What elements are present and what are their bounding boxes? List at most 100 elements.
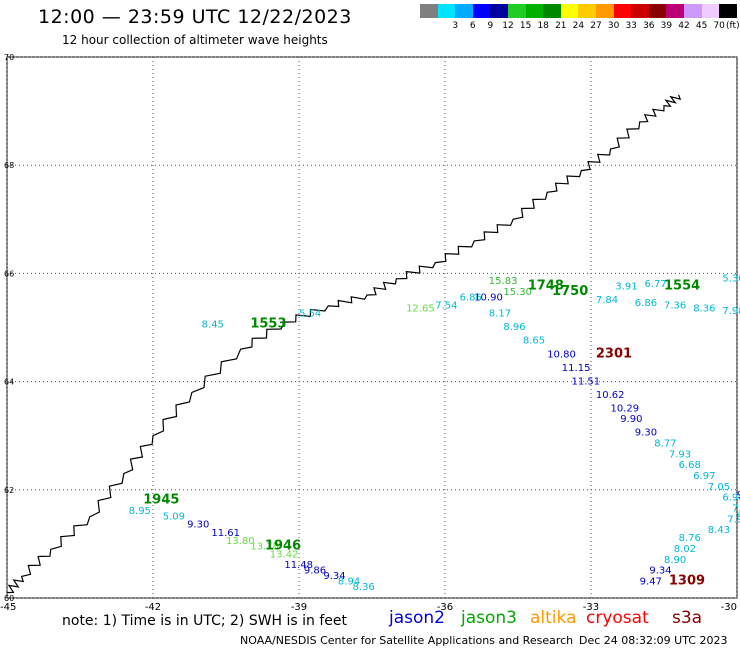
wave-height-value: 7.98 bbox=[722, 306, 740, 317]
scale-label: 45 bbox=[695, 21, 708, 31]
wave-height-value: 8.77 bbox=[654, 439, 676, 450]
scale-swatch bbox=[420, 4, 438, 18]
scale-swatch bbox=[455, 4, 473, 18]
wave-height-value: 15.30 bbox=[503, 287, 532, 298]
wave-height-value: 7.36 bbox=[664, 301, 686, 312]
wave-height-value: 3.91 bbox=[615, 282, 637, 293]
wave-height-value: 11.15 bbox=[562, 363, 591, 374]
lon-tick-label: -30 bbox=[721, 602, 737, 613]
wave-height-value: 10.29 bbox=[610, 403, 639, 414]
wave-height-value: 8.36 bbox=[693, 303, 715, 314]
scale-swatch bbox=[560, 4, 579, 18]
scale-swatch bbox=[543, 4, 561, 18]
pass-time-label: 1748 bbox=[528, 279, 564, 294]
greenland-coastline bbox=[6, 94, 682, 594]
wave-height-value: 7.05 bbox=[708, 482, 730, 493]
scale-label: 18 bbox=[537, 21, 549, 31]
scale-label: 33 bbox=[625, 21, 637, 31]
scale-swatch bbox=[648, 4, 667, 18]
wave-height-value: 9.31 bbox=[737, 490, 740, 501]
wave-height-value: 6.86 bbox=[460, 292, 482, 303]
wave-height-value: 9.90 bbox=[620, 414, 642, 425]
lon-tick-label: -42 bbox=[145, 602, 161, 613]
wave-height-value: 12.65 bbox=[406, 303, 435, 314]
wave-height-value: 6.97 bbox=[693, 471, 715, 482]
wave-height-value: 6.68 bbox=[679, 460, 701, 471]
lat-tick-label: 60 bbox=[4, 594, 14, 603]
wave-height-value: 5.30 bbox=[722, 274, 740, 285]
scale-label: 3 bbox=[452, 21, 459, 31]
scale-label: 21 bbox=[555, 21, 567, 31]
satellite-legend-item: s3a bbox=[672, 608, 703, 628]
scale-label: 6 bbox=[469, 21, 476, 31]
satellite-legend-item: cryosat bbox=[586, 608, 649, 628]
scale-swatch bbox=[437, 4, 456, 18]
scale-label: 42 bbox=[678, 21, 690, 31]
wave-height-value: 13.78 bbox=[250, 541, 279, 552]
wave-height-value: 8.43 bbox=[708, 525, 730, 536]
wave-height-value: 9.47 bbox=[640, 576, 662, 587]
lon-tick-label: -45 bbox=[0, 602, 16, 613]
wave-height-value: 7.96 bbox=[727, 514, 740, 525]
chart-subtitle: 12 hour collection of altimeter wave hei… bbox=[62, 33, 328, 47]
lon-tick-label: -39 bbox=[291, 602, 307, 613]
lat-tick-label: 62 bbox=[4, 486, 14, 495]
scale-swatch bbox=[507, 4, 526, 18]
wave-height-value: 10.80 bbox=[547, 349, 576, 360]
scale-swatch bbox=[701, 4, 720, 18]
scale-swatch bbox=[525, 4, 544, 18]
wave-height-value: 8.45 bbox=[202, 320, 224, 331]
scale-label: 36 bbox=[643, 21, 655, 31]
wave-height-value: 8.17 bbox=[489, 309, 511, 320]
scale-label: 15 bbox=[519, 21, 532, 31]
wave-height-value: 11.48 bbox=[284, 560, 313, 571]
wave-height-value: 4.62 bbox=[737, 509, 740, 520]
wave-height-value: 13.80 bbox=[226, 536, 255, 547]
pass-time-label: 1553 bbox=[250, 317, 286, 332]
wave-height-value: 10.90 bbox=[474, 292, 503, 303]
scale-swatch bbox=[666, 4, 684, 18]
wave-height-value: 9.30 bbox=[187, 520, 209, 531]
wave-height-value: 8.76 bbox=[679, 533, 701, 544]
pass-time-label: 1750 bbox=[552, 284, 588, 299]
wave-height-value: 8.36 bbox=[353, 582, 375, 593]
wave-height-value: 11.61 bbox=[211, 528, 240, 539]
scale-label: 39 bbox=[660, 21, 673, 31]
wave-height-value: 8.02 bbox=[674, 544, 696, 555]
pass-time-label: 1309 bbox=[669, 573, 705, 588]
scale-swatch bbox=[490, 4, 508, 18]
pass-time-label: 1554 bbox=[664, 279, 700, 294]
pass-time-label: 1946 bbox=[265, 538, 301, 553]
scale-unit: (ft) bbox=[726, 21, 740, 31]
scale-swatch bbox=[472, 4, 491, 18]
scale-label: 12 bbox=[502, 21, 514, 31]
scale-swatch bbox=[595, 4, 614, 18]
generated-timestamp: Dec 24 08:32:09 UTC 2023 bbox=[579, 634, 728, 647]
wave-height-value: 15.83 bbox=[489, 276, 518, 287]
scale-label: 27 bbox=[590, 21, 602, 31]
lat-tick-label: 70 bbox=[4, 53, 14, 62]
wave-height-value: 7.84 bbox=[596, 295, 618, 306]
lat-tick-label: 68 bbox=[4, 161, 14, 170]
wave-height-value: 13.42 bbox=[270, 549, 299, 560]
wave-height-value: 9.86 bbox=[304, 566, 326, 577]
wave-height-value: 7.17 bbox=[732, 503, 740, 514]
pass-time-label: 2301 bbox=[596, 346, 632, 361]
scale-label: 24 bbox=[572, 21, 585, 31]
wave-height-value: 6.77 bbox=[645, 279, 667, 290]
wave-height-value: 8.65 bbox=[523, 336, 545, 347]
scale-swatch bbox=[578, 4, 596, 18]
pass-time-label: 1945 bbox=[143, 492, 179, 507]
wave-height-value: 8.95 bbox=[129, 506, 151, 517]
wave-height-value: 6.86 bbox=[635, 298, 657, 309]
wave-height-value: 6.98 bbox=[722, 493, 740, 504]
wave-height-value: 7.54 bbox=[435, 301, 457, 312]
scale-swatch bbox=[719, 4, 737, 18]
lon-tick-label: -33 bbox=[583, 602, 599, 613]
scale-label: 9 bbox=[487, 21, 494, 31]
wave-height-value: 8.90 bbox=[664, 555, 686, 566]
lat-tick-label: 66 bbox=[4, 269, 14, 278]
lon-tick-label: -36 bbox=[437, 602, 453, 613]
wave-height-value: 9.34 bbox=[649, 566, 671, 577]
